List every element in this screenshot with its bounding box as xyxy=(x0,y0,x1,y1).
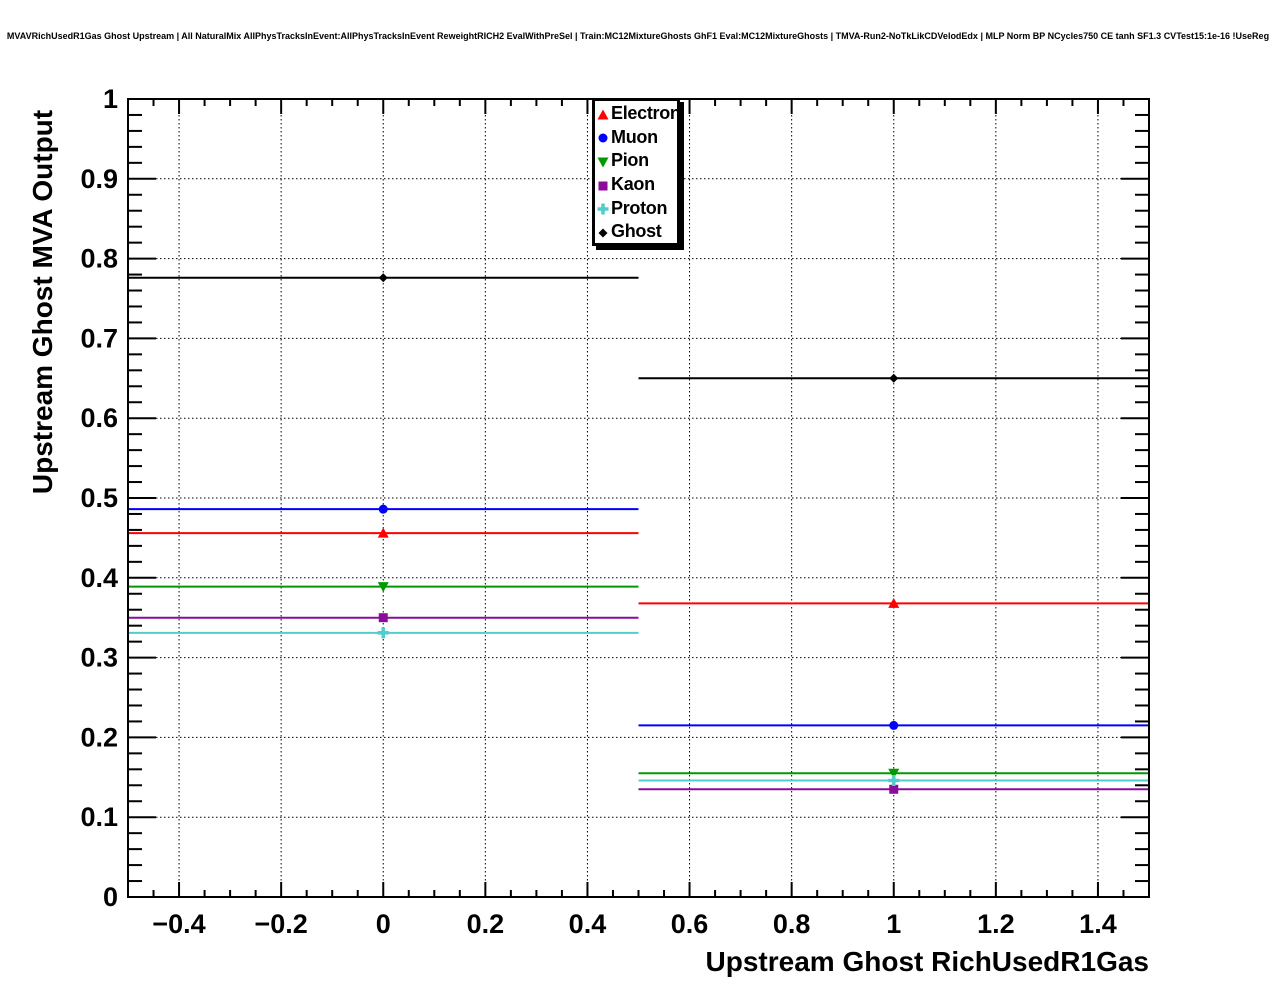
series-marker-ghost xyxy=(889,373,899,383)
series-marker-electron xyxy=(377,527,389,538)
y-tick-label: 0.2 xyxy=(80,722,118,752)
y-tick-label: 0.9 xyxy=(80,164,118,194)
x-tick-label: 0.6 xyxy=(671,909,709,939)
x-tick-label: 1.4 xyxy=(1079,909,1117,939)
series-marker-muon xyxy=(378,504,388,514)
ghost-marker-glyph xyxy=(598,228,608,238)
series-marker-pion xyxy=(888,768,900,779)
square-marker xyxy=(598,181,608,191)
y-tick-label: 0.8 xyxy=(80,244,118,274)
legend-item-proton: Proton xyxy=(595,196,677,220)
y-tick-label: 0.4 xyxy=(80,563,118,593)
series-marker-kaon xyxy=(889,784,899,794)
muon-marker-glyph xyxy=(598,133,608,143)
series-marker-muon xyxy=(889,720,899,730)
legend: Electron Muon Pion Kaon Proton Ghost xyxy=(592,98,681,246)
kaon-marker-icon xyxy=(597,178,611,192)
y-tick-label: 0.1 xyxy=(80,802,118,832)
triangle-down-marker xyxy=(597,157,609,168)
series-marker-pion xyxy=(377,582,389,593)
legend-item-ghost: Ghost xyxy=(595,220,677,244)
series-marker-proton xyxy=(377,627,389,639)
proton-marker-icon xyxy=(597,201,611,215)
legend-item-kaon: Kaon xyxy=(595,173,677,197)
muon-marker-icon xyxy=(597,130,611,144)
x-tick-label: −0.2 xyxy=(254,909,307,939)
series-marker-ghost xyxy=(378,273,388,283)
y-axis-title: Upstream Ghost MVA Output xyxy=(27,109,58,495)
ghost-marker-icon xyxy=(597,225,611,239)
series-marker-electron xyxy=(888,597,900,608)
cross-marker xyxy=(597,203,609,215)
y-tick-label: 0.5 xyxy=(80,483,118,513)
series-marker-proton xyxy=(888,774,900,786)
electron-marker-glyph xyxy=(597,109,609,120)
electron-marker-icon xyxy=(597,107,611,121)
circle-marker xyxy=(598,133,608,143)
x-tick-label: 0.8 xyxy=(773,909,811,939)
legend-label: Ghost xyxy=(611,221,662,242)
x-tick-label: 1.2 xyxy=(977,909,1015,939)
pion-marker-glyph xyxy=(597,157,609,168)
legend-label: Pion xyxy=(611,150,649,171)
legend-label: Muon xyxy=(611,126,658,147)
x-tick-label: −0.4 xyxy=(152,909,205,939)
x-tick-label: 0.4 xyxy=(569,909,607,939)
kaon-marker-glyph xyxy=(598,181,608,191)
y-tick-label: 0 xyxy=(103,882,118,912)
y-tick-label: 1 xyxy=(103,84,118,114)
legend-item-pion: Pion xyxy=(595,149,677,173)
diamond-marker xyxy=(598,228,608,238)
series-marker-kaon xyxy=(378,613,388,623)
y-tick-label: 0.7 xyxy=(80,323,118,353)
pion-marker-icon xyxy=(597,154,611,168)
proton-marker-glyph xyxy=(597,203,609,215)
legend-label: Proton xyxy=(611,197,668,218)
x-tick-label: 1 xyxy=(886,909,901,939)
legend-label: Kaon xyxy=(611,174,655,195)
y-tick-label: 0.3 xyxy=(80,643,118,673)
x-axis-title: Upstream Ghost RichUsedR1Gas xyxy=(705,946,1149,977)
plot-title: MVAVRichUsedR1Gas Ghost Upstream | All N… xyxy=(6,31,1270,41)
x-tick-label: 0 xyxy=(376,909,391,939)
x-tick-label: 0.2 xyxy=(467,909,505,939)
legend-item-muon: Muon xyxy=(595,126,677,150)
legend-item-electron: Electron xyxy=(595,102,681,126)
triangle-up-marker xyxy=(597,109,609,120)
y-tick-label: 0.6 xyxy=(80,403,118,433)
legend-label: Electron xyxy=(611,103,681,124)
